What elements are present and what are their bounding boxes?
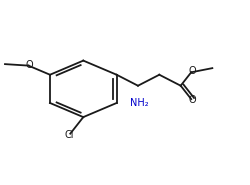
Text: NH₂: NH₂ <box>130 98 148 108</box>
Text: O: O <box>188 66 195 76</box>
Text: Cl: Cl <box>64 130 74 140</box>
Text: O: O <box>188 95 196 105</box>
Text: O: O <box>26 60 34 70</box>
